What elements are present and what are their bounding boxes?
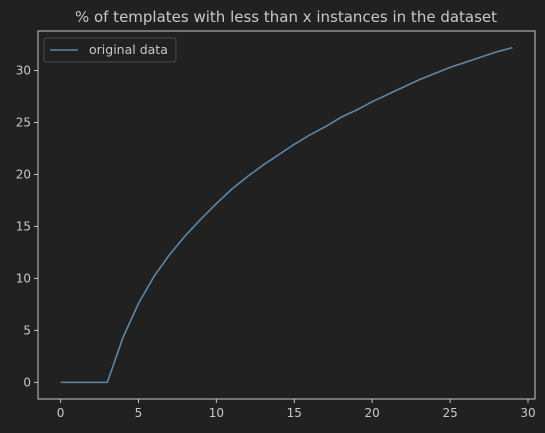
x-axis: 0 5 10 15 20 25 30 xyxy=(57,399,536,420)
x-tick-label: 25 xyxy=(442,406,457,420)
series-line xyxy=(60,46,513,384)
x-tick-label: 10 xyxy=(209,406,224,420)
x-tick-label: 5 xyxy=(135,406,143,420)
chart-title: % of templates with less than x instance… xyxy=(75,8,497,26)
x-tick-label: 15 xyxy=(287,406,302,420)
y-tick-label: 15 xyxy=(16,219,31,233)
legend: original data xyxy=(43,37,177,63)
legend-label: original data xyxy=(89,42,168,57)
y-tick-label: 5 xyxy=(23,323,31,337)
x-tick-label: 30 xyxy=(520,406,535,420)
y-axis: 0 5 10 15 20 25 30 xyxy=(16,64,38,389)
y-tick-label: 30 xyxy=(16,64,31,78)
y-tick-label: 0 xyxy=(23,375,31,389)
legend-box xyxy=(43,37,177,63)
y-tick-label: 20 xyxy=(16,167,31,181)
axes-frame xyxy=(37,30,536,400)
x-tick-label: 0 xyxy=(57,406,65,420)
y-tick-label: 25 xyxy=(16,115,31,129)
x-tick-label: 20 xyxy=(365,406,380,420)
series-layer xyxy=(60,46,513,384)
y-tick-label: 10 xyxy=(16,271,31,285)
plot-frame xyxy=(37,30,536,400)
